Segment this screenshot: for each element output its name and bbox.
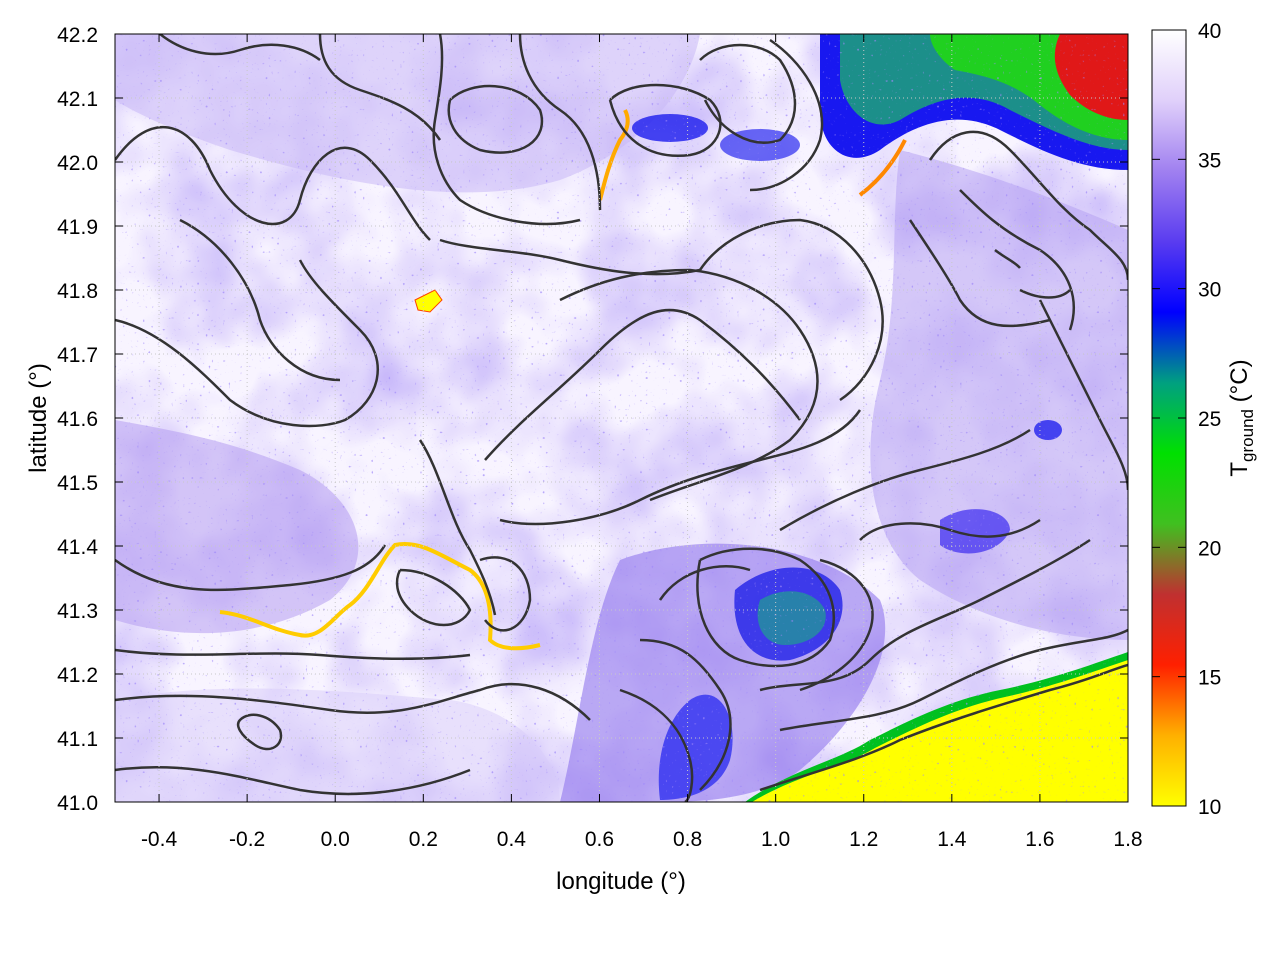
y-tick-label: 41.1: [57, 728, 98, 751]
contour-line: [518, 34, 602, 211]
contour-line: [698, 218, 884, 402]
colorbar: 10 15 20 25 30 35 40 Tground (°C): [1151, 20, 1257, 819]
y-axis-label: latitude (°): [25, 363, 52, 473]
contour-line: [859, 518, 1041, 541]
contour-line: [447, 84, 544, 154]
contour-line: [236, 713, 283, 751]
x-tick-label: 1.6: [1025, 828, 1054, 851]
x-tick-label: -0.4: [141, 828, 178, 851]
contour-line: [639, 638, 732, 791]
x-tick-label: 1.0: [761, 828, 790, 851]
contour-line: [658, 565, 751, 601]
contour-line: [799, 558, 874, 692]
contour-lines: [115, 34, 1128, 802]
y-tick-label: 41.7: [57, 344, 98, 367]
contour-line: [484, 308, 801, 461]
x-tick-label: 1.4: [937, 828, 967, 851]
x-axis-ticks: -0.4 -0.2 0.0 0.2 0.4 0.6 0.8 1.0 1.2 1.4 1.6 1.8: [141, 34, 1143, 851]
contour-line: [115, 648, 471, 660]
contour-line: [115, 544, 387, 592]
contour-line: [395, 568, 472, 627]
x-tick-label: 1.8: [1113, 828, 1142, 851]
contour-line: [439, 238, 701, 276]
colorbar-tick-label: 10: [1198, 796, 1221, 819]
y-tick-label: 41.3: [57, 600, 98, 623]
contour-line: [1019, 288, 1071, 299]
y-tick-label: 41.0: [57, 792, 98, 815]
contour-line: [115, 125, 431, 241]
contour-line: [994, 249, 1021, 269]
contour-line: [779, 628, 1128, 732]
colorbar-label-sub: ground: [1238, 409, 1257, 462]
contour-line: [959, 189, 1075, 331]
colorbar-tick-label: 20: [1198, 537, 1221, 560]
contour-line: [619, 688, 694, 802]
contour-line: [479, 556, 532, 632]
contour-line: [699, 43, 797, 144]
contour-line: [779, 428, 1031, 532]
contour-line: [115, 766, 471, 796]
colorbar-tick-label: 35: [1198, 149, 1221, 172]
x-tick-label: 1.2: [849, 828, 878, 851]
y-tick-label: 41.8: [57, 280, 98, 303]
x-tick-label: 0.6: [585, 828, 614, 851]
colorbar-tick-label: 40: [1198, 20, 1221, 43]
colorbar-ticks: 10 15 20 25 30 35 40: [1152, 20, 1221, 819]
contour-line: [759, 663, 1128, 792]
colorbar-tick-label: 25: [1198, 408, 1221, 431]
x-tick-label: 0.4: [497, 828, 527, 851]
river-anomaly-ebro: [219, 542, 541, 651]
contour-line: [1038, 299, 1128, 491]
colorbar-label-main: T: [1226, 462, 1253, 477]
y-tick-label: 41.6: [57, 408, 98, 431]
contour-line: [559, 268, 819, 502]
contour-line: [759, 538, 1091, 692]
contour-line: [115, 682, 591, 721]
y-tick-label: 41.5: [57, 472, 98, 495]
river-anomaly-north: [598, 109, 630, 201]
y-tick-label: 42.0: [57, 152, 98, 175]
colorbar-label: Tground (°C): [1226, 359, 1257, 476]
contour-line: [115, 259, 379, 428]
contour-line: [908, 219, 1051, 328]
contour-line: [608, 83, 722, 157]
river-anomaly-ter: [858, 139, 907, 197]
contour-line: [432, 34, 581, 226]
contour-line: [928, 130, 1128, 281]
contour-line: [749, 38, 824, 192]
reservoir-anomaly: [414, 289, 443, 313]
contour-line: [318, 34, 442, 141]
y-tick-label: 41.4: [57, 536, 98, 559]
colorbar-tick-label: 15: [1198, 667, 1221, 690]
y-axis-ticks: 41.0 41.1 41.2 41.3 41.4 41.5 41.6 41.7 41.8 41.9…: [57, 24, 1128, 815]
y-tick-label: 42.2: [57, 24, 98, 47]
colorbar-tick-label: 30: [1198, 279, 1221, 302]
y-tick-label: 41.9: [57, 216, 98, 239]
colorbar-label-unit: (°C): [1226, 359, 1253, 409]
x-axis-label: longitude (°): [556, 868, 686, 895]
y-tick-label: 41.2: [57, 664, 98, 687]
contour-line: [179, 218, 341, 382]
contour-line: [499, 409, 862, 526]
y-tick-label: 42.1: [57, 88, 98, 111]
contour-line: [159, 34, 321, 62]
x-tick-label: 0.8: [673, 828, 702, 851]
x-tick-label: 0.2: [409, 828, 438, 851]
x-tick-label: 0.0: [321, 828, 350, 851]
contour-line: [696, 547, 835, 668]
x-tick-label: -0.2: [229, 828, 265, 851]
